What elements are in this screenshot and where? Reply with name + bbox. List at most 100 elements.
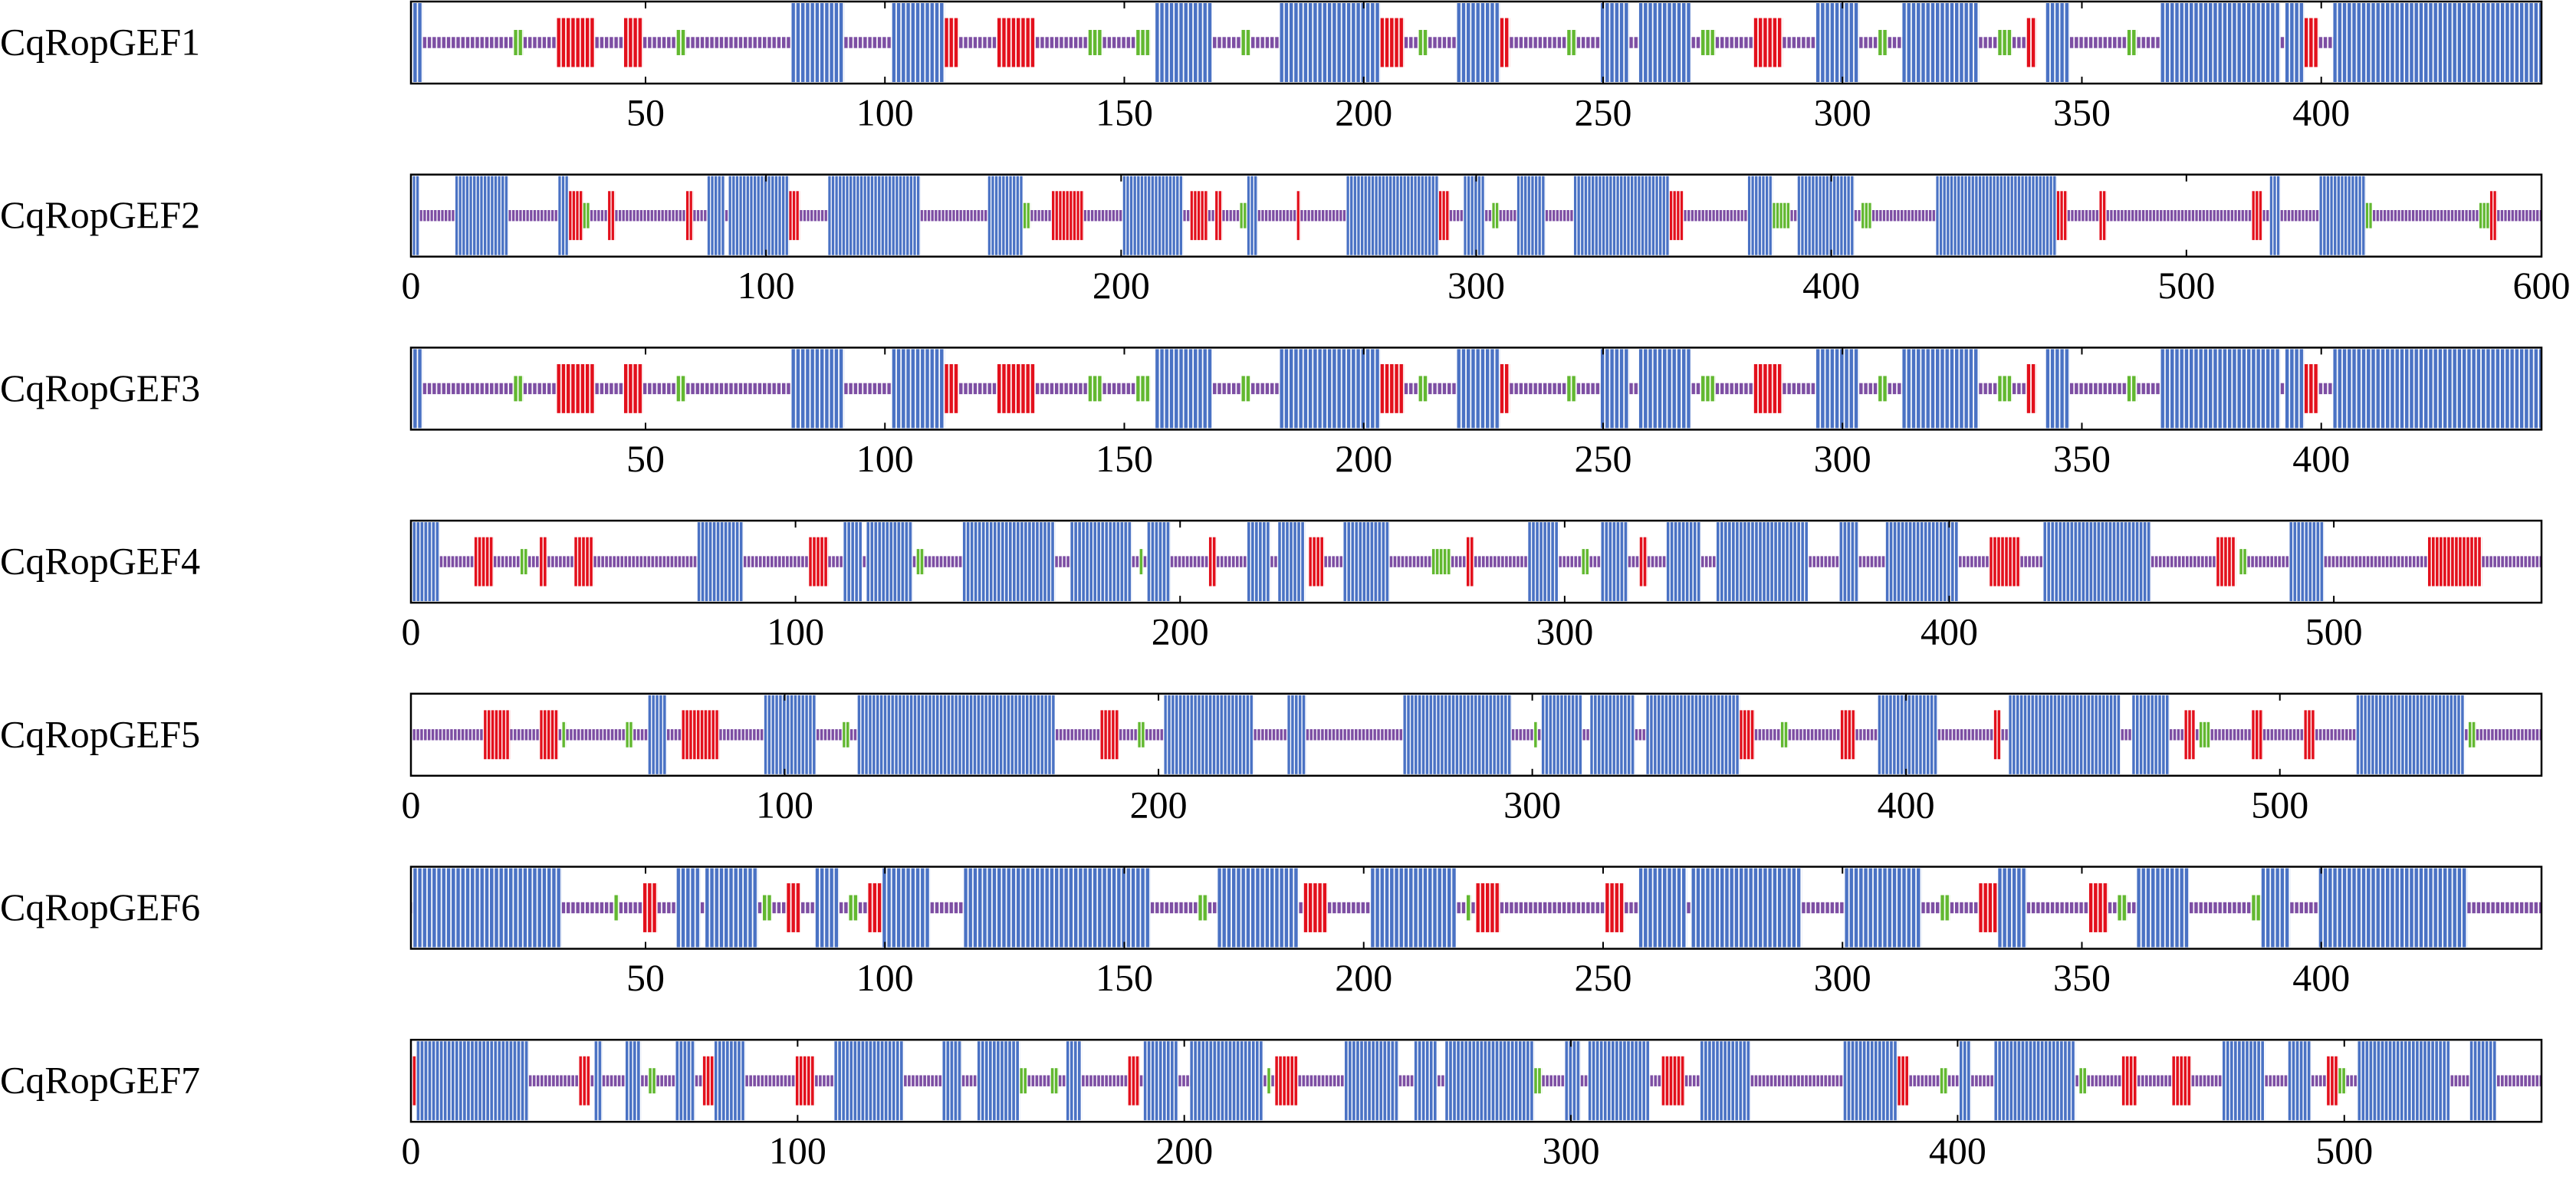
coil-segment: [2467, 902, 2542, 914]
x-tick-label: 250: [1574, 437, 1631, 480]
strand-segment: [1296, 191, 1301, 241]
helix-segment: [1638, 3, 1692, 82]
strand-segment: [2099, 191, 2107, 241]
x-tick-label: 300: [1814, 437, 1871, 480]
coil-segment: [1629, 37, 1639, 48]
turn-segment: [1940, 1068, 1948, 1094]
turn-segment: [2199, 721, 2211, 748]
strand-segment: [1275, 1056, 1299, 1106]
helix-segment: [828, 176, 921, 255]
coil-segment: [1250, 37, 1280, 48]
coil-segment: [590, 1075, 595, 1086]
coil-segment: [1871, 209, 1937, 222]
strand-segment: [997, 18, 1036, 67]
coil-segment: [863, 556, 867, 567]
coil-segment: [959, 37, 998, 48]
coil-segment: [2324, 556, 2429, 567]
helix-segment: [1346, 176, 1439, 255]
strand-segment: [2216, 537, 2236, 587]
strand-segment: [682, 710, 720, 760]
coil-segment: [2265, 1075, 2288, 1086]
coil-segment: [411, 902, 414, 914]
coil-segment: [633, 729, 649, 741]
x-tick-label: 150: [1096, 437, 1153, 480]
coil-segment: [1270, 556, 1279, 567]
coil-segment: [1178, 1075, 1191, 1086]
x-tick-label: 100: [767, 610, 824, 653]
helix-segment: [1797, 176, 1855, 255]
coil-segment: [1139, 1075, 1144, 1086]
track-label: CqRopGEF3: [0, 366, 200, 409]
helix-segment: [1345, 1041, 1399, 1121]
helix-segment: [416, 1041, 529, 1121]
track-frame: [409, 0, 2543, 85]
helix-segment: [2045, 3, 2070, 82]
coil-segment: [1035, 37, 1089, 48]
helix-segment: [1588, 1041, 1651, 1121]
turn-segment: [2479, 202, 2490, 228]
track: [412, 695, 2542, 774]
turn-segment: [1138, 721, 1146, 748]
track-frame: [409, 1038, 2543, 1123]
coil-segment: [2247, 556, 2290, 567]
strand-segment: [579, 1056, 591, 1106]
coil-segment: [1150, 902, 1199, 914]
helix-segment: [1959, 1041, 1972, 1121]
coil-segment: [2280, 383, 2285, 395]
turn-segment: [2365, 202, 2373, 228]
helix-segment: [1902, 3, 1980, 82]
coil-segment: [1263, 1075, 1268, 1086]
coil-segment: [1947, 1075, 1960, 1086]
coil-segment: [1082, 1075, 1129, 1086]
coil-segment: [1208, 209, 1216, 222]
x-tick-label: 200: [1155, 1129, 1213, 1172]
coil-segment: [1257, 209, 1297, 222]
strand-segment: [1052, 191, 1084, 241]
helix-segment: [697, 522, 744, 602]
helix-segment: [2261, 868, 2291, 948]
turn-segment: [1998, 376, 2013, 402]
x-tick-label: 500: [2251, 783, 2308, 826]
track-label: CqRopGEF1: [0, 20, 200, 63]
coil-segment: [2210, 729, 2252, 741]
coil-segment: [1537, 729, 1542, 741]
coil-segment: [2169, 729, 2185, 741]
turn-segment: [1878, 30, 1888, 55]
coil-segment: [1271, 1075, 1276, 1086]
helix-segment: [707, 176, 725, 255]
coil-segment: [1500, 902, 1606, 914]
coil-segment: [2262, 729, 2305, 741]
coil-segment: [924, 556, 963, 567]
coil-segment: [2496, 1075, 2542, 1086]
track: [412, 1041, 2542, 1121]
strand-segment: [484, 710, 511, 760]
coil-segment: [1979, 383, 1999, 395]
coil-segment: [686, 383, 792, 395]
helix-segment: [1287, 695, 1306, 774]
strand-segment: [2327, 1056, 2339, 1106]
helix-segment: [834, 1041, 905, 1121]
strand-segment: [787, 883, 801, 932]
turn-segment: [1050, 1068, 1059, 1094]
coil-segment: [1404, 383, 1419, 395]
coil-segment: [1300, 209, 1347, 222]
coil-segment: [510, 729, 540, 741]
strand-segment: [2489, 191, 2498, 241]
helix-segment: [2358, 1041, 2451, 1121]
helix-segment: [2043, 522, 2151, 602]
coil-segment: [1510, 383, 1568, 395]
x-tick-label: 150: [1096, 956, 1153, 999]
strand-segment: [1500, 363, 1510, 413]
turn-segment: [2338, 1068, 2347, 1094]
coil-segment: [2280, 209, 2320, 222]
turn-segment: [614, 895, 619, 921]
coil-segment: [695, 1075, 703, 1086]
coil-segment: [1027, 1075, 1051, 1086]
helix-segment: [1403, 695, 1512, 774]
coil-segment: [2106, 209, 2252, 222]
coil-segment: [1510, 37, 1568, 48]
turn-segment: [676, 30, 687, 55]
coil-segment: [743, 556, 810, 567]
helix-segment: [1247, 176, 1258, 255]
